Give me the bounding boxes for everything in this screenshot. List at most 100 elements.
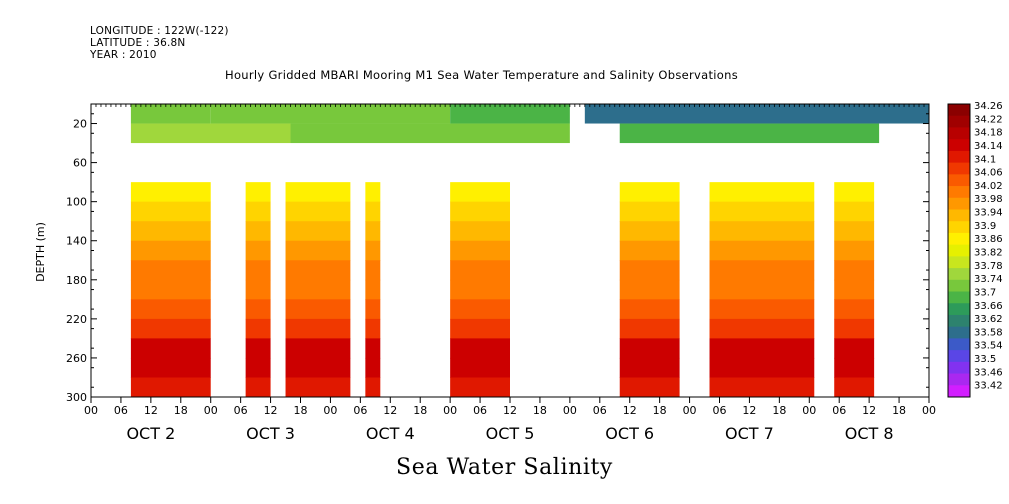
profile-cell-6-1	[709, 201, 815, 222]
profile-cell-6-6	[709, 299, 815, 320]
x-tick-label-27: 18	[892, 404, 906, 417]
profile-cell-6-2	[709, 221, 815, 242]
profile-cell-7-4	[834, 260, 875, 281]
x-tick-label-14: 12	[503, 404, 517, 417]
profile-cell-6-3	[709, 240, 815, 261]
x-tick-label-18: 12	[623, 404, 637, 417]
x-tick-label-23: 18	[772, 404, 786, 417]
colorbar-swatch-17	[948, 303, 970, 316]
x-tick-label-22: 12	[742, 404, 756, 417]
profile-cell-1-6	[245, 299, 271, 320]
colorbar-label-13: 33.74	[974, 274, 1003, 285]
colorbar-label-17: 33.58	[974, 327, 1003, 338]
profile-cell-0-1	[130, 201, 211, 222]
colorbar-label-11: 33.82	[974, 248, 1003, 259]
colorbar-label-8: 33.94	[974, 208, 1003, 219]
profile-cell-6-8	[709, 338, 815, 359]
profile-cell-1-10	[245, 377, 271, 398]
profile-cell-0-7	[130, 318, 211, 339]
colorbar-swatch-9	[948, 209, 970, 222]
profile-cell-2-3	[285, 240, 351, 261]
colorbar-swatch-18	[948, 314, 970, 328]
day-label-5: OCT 7	[725, 424, 774, 443]
surface-band-1	[210, 104, 451, 124]
colorbar-label-15: 33.66	[974, 301, 1003, 312]
colorbar-label-7: 33.98	[974, 194, 1003, 205]
y-tick-label-7: 300	[66, 391, 87, 404]
profile-cell-3-8	[365, 338, 381, 359]
profile-cell-0-4	[130, 260, 211, 281]
surface-band-3	[584, 104, 929, 124]
profile-cell-6-0	[709, 182, 815, 203]
year-label: YEAR : 2010	[90, 49, 157, 61]
day-label-0: OCT 2	[126, 424, 175, 443]
x-tick-label-3: 18	[174, 404, 188, 417]
x-tick-label-9: 06	[353, 404, 367, 417]
x-axis-title: Sea Water Salinity	[396, 455, 613, 480]
profile-cell-7-8	[834, 338, 875, 359]
profile-cell-1-9	[245, 357, 271, 378]
y-tick-label-0: 20	[73, 118, 87, 131]
profile-cell-3-3	[365, 240, 381, 261]
profile-cell-1-0	[245, 182, 271, 203]
day-label-4: OCT 6	[605, 424, 654, 443]
colorbar-swatch-1	[948, 115, 970, 128]
surface-band-0	[130, 104, 211, 124]
x-tick-label-21: 06	[713, 404, 727, 417]
profile-cell-2-0	[285, 182, 351, 203]
x-tick-label-1: 06	[114, 404, 128, 417]
x-tick-label-4: 00	[204, 404, 218, 417]
profile-cell-0-10	[130, 377, 211, 398]
y-tick-label-6: 260	[66, 352, 87, 365]
profile-cell-2-1	[285, 201, 351, 222]
x-tick-label-12: 00	[443, 404, 457, 417]
profile-cell-7-3	[834, 240, 875, 261]
mid-band-0	[130, 123, 291, 144]
colorbar-swatch-24	[948, 385, 970, 398]
profile-cell-3-10	[365, 377, 381, 398]
profile-cell-5-6	[619, 299, 680, 320]
colorbar-swatch-23	[948, 373, 970, 386]
profile-cell-3-0	[365, 182, 381, 203]
profile-cell-4-3	[450, 240, 510, 261]
profile-cell-0-9	[130, 357, 211, 378]
profile-cell-2-5	[285, 279, 351, 300]
colorbar-label-9: 33.9	[974, 221, 996, 232]
profile-cell-4-8	[450, 338, 510, 359]
colorbar-swatch-2	[948, 127, 970, 140]
profile-cell-2-7	[285, 318, 351, 339]
colorbar-swatch-21	[948, 350, 970, 363]
profile-cell-0-8	[130, 338, 211, 359]
colorbar-swatch-14	[948, 268, 970, 281]
profile-cell-3-1	[365, 201, 381, 222]
surface-band-2	[450, 104, 570, 124]
colorbar-swatch-11	[948, 232, 970, 246]
colorbar-border	[947, 103, 971, 398]
longitude-label: LONGITUDE : 122W(-122)	[90, 25, 229, 37]
colorbar-swatch-7	[948, 186, 970, 199]
x-tick-label-24: 00	[802, 404, 816, 417]
profile-cell-5-8	[619, 338, 680, 359]
profile-cell-0-3	[130, 240, 211, 261]
colorbar: 34.26 34.22 34.18 34.14 34.1 34.06 34.02 33.98 3…	[947, 101, 1003, 398]
profile-cell-1-3	[245, 240, 271, 261]
profile-cell-3-6	[365, 299, 381, 320]
colorbar-label-1: 34.22	[974, 114, 1003, 125]
x-tick-label-7: 18	[294, 404, 308, 417]
colorbar-swatch-10	[948, 221, 970, 234]
colorbar-label-16: 33.62	[974, 314, 1003, 325]
day-label-3: OCT 5	[486, 424, 535, 443]
colorbar-label-14: 33.7	[974, 287, 996, 298]
profile-cell-2-6	[285, 299, 351, 320]
profile-cell-4-7	[450, 318, 510, 339]
profile-cell-2-8	[285, 338, 351, 359]
x-tick-label-6: 12	[264, 404, 278, 417]
profile-cell-4-1	[450, 201, 510, 222]
colorbar-swatch-12	[948, 244, 970, 257]
profile-cell-4-4	[450, 260, 510, 281]
profile-cell-2-2	[285, 221, 351, 242]
y-tick-label-3: 140	[66, 235, 87, 248]
profile-cell-0-6	[130, 299, 211, 320]
profile-cell-6-5	[709, 279, 815, 300]
